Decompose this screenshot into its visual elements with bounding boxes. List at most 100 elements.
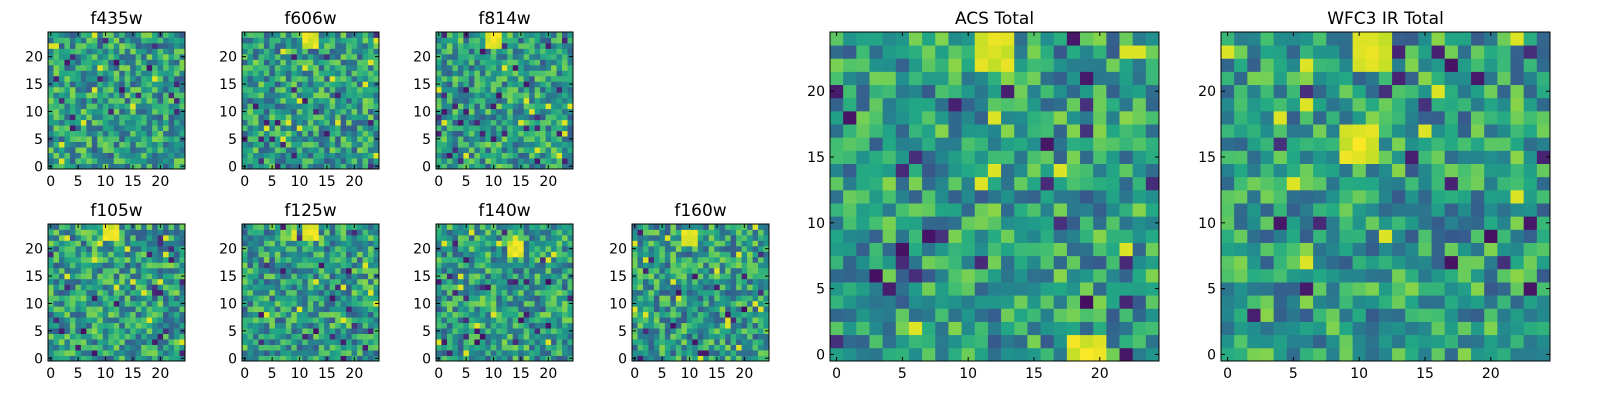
heatmap-cell [351, 234, 358, 241]
heatmap-cell [1119, 295, 1134, 309]
heatmap-cell [501, 273, 508, 280]
heatmap-cell [102, 251, 109, 258]
heatmap-cell [141, 141, 148, 148]
heatmap-cell [48, 333, 54, 340]
heatmap-cell [318, 114, 325, 121]
heatmap-cell [346, 284, 352, 291]
heatmap-cell [335, 256, 342, 263]
heatmap-cell [485, 267, 492, 274]
heatmap-cell [130, 333, 137, 340]
heatmap-cell [174, 350, 180, 356]
heatmap-cell [280, 344, 287, 351]
heatmap-cell [556, 328, 563, 334]
heatmap-cell [987, 268, 1002, 283]
heatmap-cell [545, 262, 552, 269]
heatmap-cell [130, 59, 137, 66]
heatmap-cell [446, 256, 453, 263]
heatmap-cell [307, 328, 314, 334]
heatmap-cell [313, 311, 320, 318]
heatmap-cell [113, 234, 120, 241]
heatmap-cell [534, 251, 541, 258]
heatmap-cell [130, 158, 137, 164]
heatmap-cell [146, 86, 153, 93]
x-tick-label: 5 [74, 174, 83, 190]
heatmap-cell [258, 152, 265, 159]
heatmap-cell [545, 278, 552, 285]
heatmap-cell [1027, 295, 1041, 309]
heatmap-cell [252, 339, 259, 345]
heatmap-cell [168, 350, 175, 356]
heatmap-cell [463, 229, 470, 236]
heatmap-cell [86, 114, 93, 121]
heatmap-cell [97, 136, 104, 142]
heatmap-cell [1145, 189, 1160, 204]
heatmap-cell [53, 311, 60, 318]
heatmap-cell [664, 339, 671, 345]
heatmap-cell [307, 333, 314, 340]
heatmap-cell [335, 224, 342, 230]
heatmap-cell [291, 158, 298, 164]
heatmap-cell [141, 59, 148, 66]
heatmap-cell [556, 147, 563, 153]
heatmap-cell [130, 350, 137, 356]
heatmap-cell [523, 64, 530, 71]
heatmap-cell [446, 81, 453, 88]
heatmap-cell [714, 278, 721, 285]
heatmap-cell [285, 262, 292, 269]
heatmap-cell [102, 48, 109, 55]
heatmap-cell [567, 344, 574, 351]
heatmap-cell [307, 163, 314, 170]
heatmap-cell [446, 158, 453, 164]
heatmap-cell [135, 136, 142, 142]
heatmap-cell [752, 306, 759, 313]
heatmap-cell [269, 262, 276, 269]
heatmap-cell [468, 273, 475, 280]
heatmap-cell [362, 240, 369, 247]
heatmap-cell [747, 300, 753, 307]
heatmap-cell [157, 273, 164, 280]
heatmap-cell [69, 163, 76, 170]
heatmap-cell [479, 262, 486, 269]
heatmap-cell [174, 130, 180, 137]
heatmap-cell [69, 92, 76, 99]
heatmap-cell [64, 119, 71, 126]
heatmap-cell [556, 273, 563, 280]
heatmap-cell [436, 251, 442, 258]
heatmap-cell [1014, 347, 1028, 362]
heatmap-cell [562, 229, 568, 236]
heatmap-cell [1040, 282, 1055, 296]
heatmap-cell [368, 267, 374, 274]
heatmap-cell [141, 92, 148, 99]
heatmap-cell [692, 278, 699, 285]
heatmap-cell [545, 229, 552, 236]
heatmap-cell [529, 256, 536, 263]
heatmap-cell [168, 103, 175, 110]
heatmap-cell [664, 245, 671, 252]
heatmap-cell [895, 242, 910, 257]
heatmap-cell [642, 251, 649, 258]
heatmap-cell [102, 333, 109, 340]
heatmap-cell [512, 158, 519, 164]
heatmap-cell [58, 267, 65, 274]
heatmap-cell [496, 86, 503, 93]
heatmap-cell [135, 75, 142, 82]
heatmap-cell [48, 229, 54, 236]
heatmap-cell [512, 251, 519, 258]
heatmap-cell [922, 216, 936, 230]
heatmap-cell [252, 295, 259, 302]
heatmap-cell [463, 130, 470, 137]
heatmap-cell [280, 355, 287, 362]
heatmap-cell [479, 97, 486, 104]
heatmap-cell [346, 295, 352, 302]
heatmap-cell [75, 267, 82, 274]
heatmap-cell [632, 240, 638, 247]
heatmap-cell [1014, 308, 1028, 322]
heatmap-cell [130, 130, 137, 137]
heatmap-cell [168, 234, 175, 241]
heatmap-cell [119, 130, 126, 137]
heatmap-cell [869, 268, 884, 283]
heatmap-cell [534, 53, 541, 60]
heatmap-cell [479, 64, 486, 71]
heatmap-cell [556, 108, 563, 115]
heatmap-cell [247, 311, 254, 318]
